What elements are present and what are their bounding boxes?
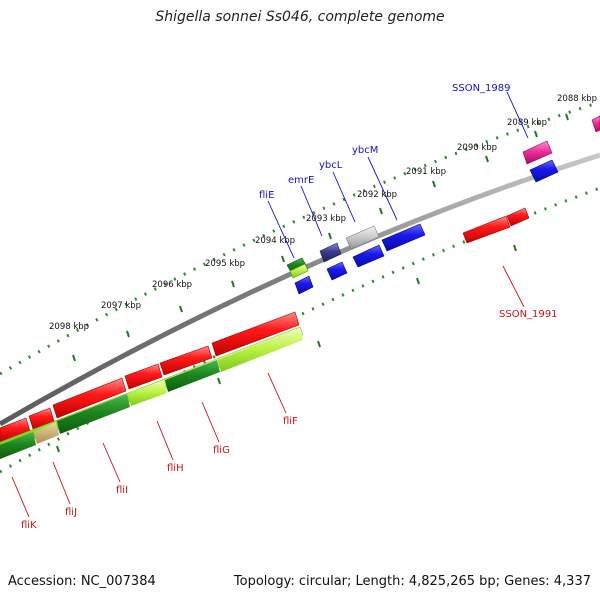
gene-label-flif[interactable]: fliF [283,416,298,427]
green-block-fliK [0,432,36,459]
gene-arrow-sson1989[interactable] [522,140,553,165]
reverse-strand-genes [0,207,530,443]
tick-label-2088: 2088 kbp [557,94,597,104]
green-annotation-band [0,326,304,459]
forward-strand-genes [286,115,600,295]
gene-label-flie[interactable]: fliE [259,190,274,201]
reverse-label-leaders [11,265,525,518]
gene-arrow-emre[interactable] [319,242,342,263]
tick-label-2092: 2092 kbp [357,190,397,200]
gene-label-ybcl[interactable]: ybcL [319,160,343,171]
gene-arrow-flie-blue[interactable] [294,275,314,295]
gene-arrow-sson1991b[interactable] [506,207,530,227]
gene-arrow-flih[interactable] [124,363,163,390]
major-ticks [56,113,569,453]
green-block-fliH [128,380,167,406]
gene-arrow-ybcm[interactable] [381,223,426,252]
gene-label-emre[interactable]: emrE [288,175,314,186]
gene-label-sson1991[interactable]: SSON_1991 [499,309,558,320]
gene-arrow-emre-blue[interactable] [326,261,348,281]
accession-label: Accession: NC_007384 [8,574,156,589]
forward-label-leaders [267,91,529,259]
tick-label-2094: 2094 kbp [255,236,295,246]
tick-label-2093: 2093 kbp [306,214,346,224]
gene-arrow-flig[interactable] [159,345,213,376]
gene-arrow-flif[interactable] [211,311,300,357]
map-title: Shigella sonnei Ss046, complete genome [155,9,445,25]
gene-arrow-flie[interactable] [286,257,307,273]
gene-label-flih[interactable]: fliH [167,463,184,474]
green-block-fliG [165,360,220,392]
gene-arrow-pink-edge[interactable] [591,115,600,133]
gene-arrow-ybcl-blue[interactable] [352,244,385,268]
gene-label-ybcm[interactable]: ybcM [352,145,378,156]
gene-label-flig[interactable]: fliG [213,445,230,456]
green-block-fliF [218,328,303,372]
gene-arrow-flie-light[interactable] [289,263,309,279]
tick-label-2091: 2091 kbp [406,167,446,177]
gene-arrow-flij[interactable] [28,407,55,430]
gene-label-flik[interactable]: fliK [21,520,37,531]
gene-label-flii[interactable]: fliI [116,485,128,496]
gene-arrow-sson1989-blue[interactable] [529,159,559,183]
gene-arrow-ybcl[interactable] [345,225,380,250]
gene-arrow-flii[interactable] [52,377,127,419]
gene-arrow-sson1991[interactable] [462,215,511,244]
tick-label-2096: 2096 kbp [152,280,192,290]
tan-block-fliJ [34,422,59,444]
gene-label-sson1989[interactable]: SSON_1989 [452,83,511,94]
tick-label-2097: 2097 kbp [101,301,141,311]
genome-summary: Topology: circular; Length: 4,825,265 bp… [233,574,591,589]
tick-label-2090: 2090 kbp [457,143,497,153]
tick-label-2095: 2095 kbp [205,259,245,269]
tick-label-2089: 2089 kbp [507,118,547,128]
tick-label-2098: 2098 kbp [49,322,89,332]
gene-label-flij[interactable]: fliJ [65,507,77,518]
green-block-fliI [57,394,130,434]
